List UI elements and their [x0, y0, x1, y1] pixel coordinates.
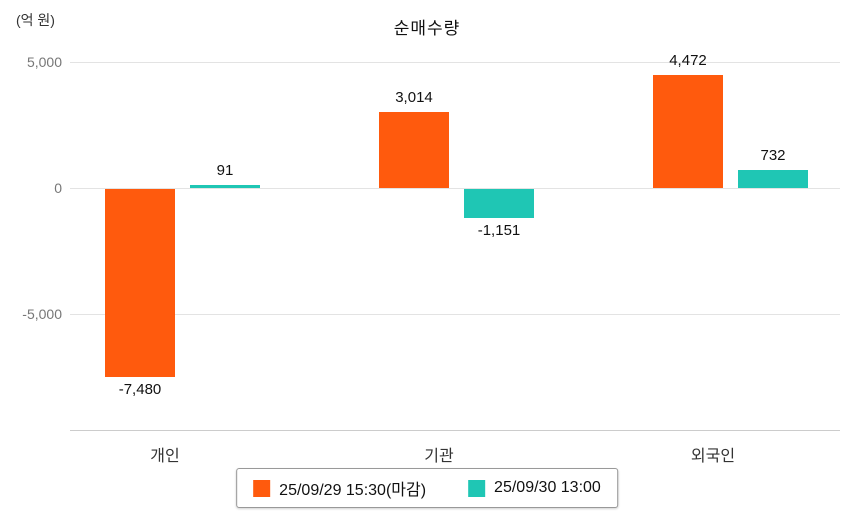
bar: [379, 112, 449, 188]
gridline: [70, 188, 840, 189]
bar: [190, 185, 260, 188]
y-tick-label: 5,000: [26, 54, 62, 70]
gridline: [70, 62, 840, 63]
bar-value-label: 91: [216, 162, 234, 179]
bar-value-label: -1,151: [477, 222, 521, 239]
bar-value-label: 732: [760, 146, 786, 164]
bar: [464, 189, 534, 218]
x-axis-line: [70, 430, 840, 431]
category-label: 개인: [150, 448, 180, 465]
y-axis-unit-label: (억 원): [16, 12, 55, 28]
legend: 25/09/29 15:30(마감) 25/09/30 13:00: [236, 468, 618, 508]
category-label: 외국인: [690, 448, 736, 465]
bar-value-label: 4,472: [669, 52, 707, 70]
legend-item-series-1: 25/09/29 15:30(마감): [253, 476, 426, 500]
legend-label-series-1: 25/09/29 15:30(마감): [279, 482, 427, 499]
legend-label-series-2: 25/09/30 13:00: [494, 479, 601, 496]
bar: [105, 189, 175, 378]
bar-value-label: -7,480: [118, 381, 162, 399]
legend-swatch-series-2: [468, 479, 486, 497]
gridline: [70, 314, 840, 315]
y-tick-label: -5,000: [22, 306, 62, 322]
bar-value-label: 3,014: [395, 89, 433, 107]
legend-swatch-series-1: [253, 479, 271, 497]
bar: [653, 75, 723, 188]
category-label: 기관: [424, 448, 454, 465]
chart-title: 순매수량: [393, 19, 461, 38]
bar: [738, 169, 808, 188]
y-tick-label: 0: [54, 180, 62, 196]
legend-item-series-2: 25/09/30 13:00: [468, 479, 601, 497]
